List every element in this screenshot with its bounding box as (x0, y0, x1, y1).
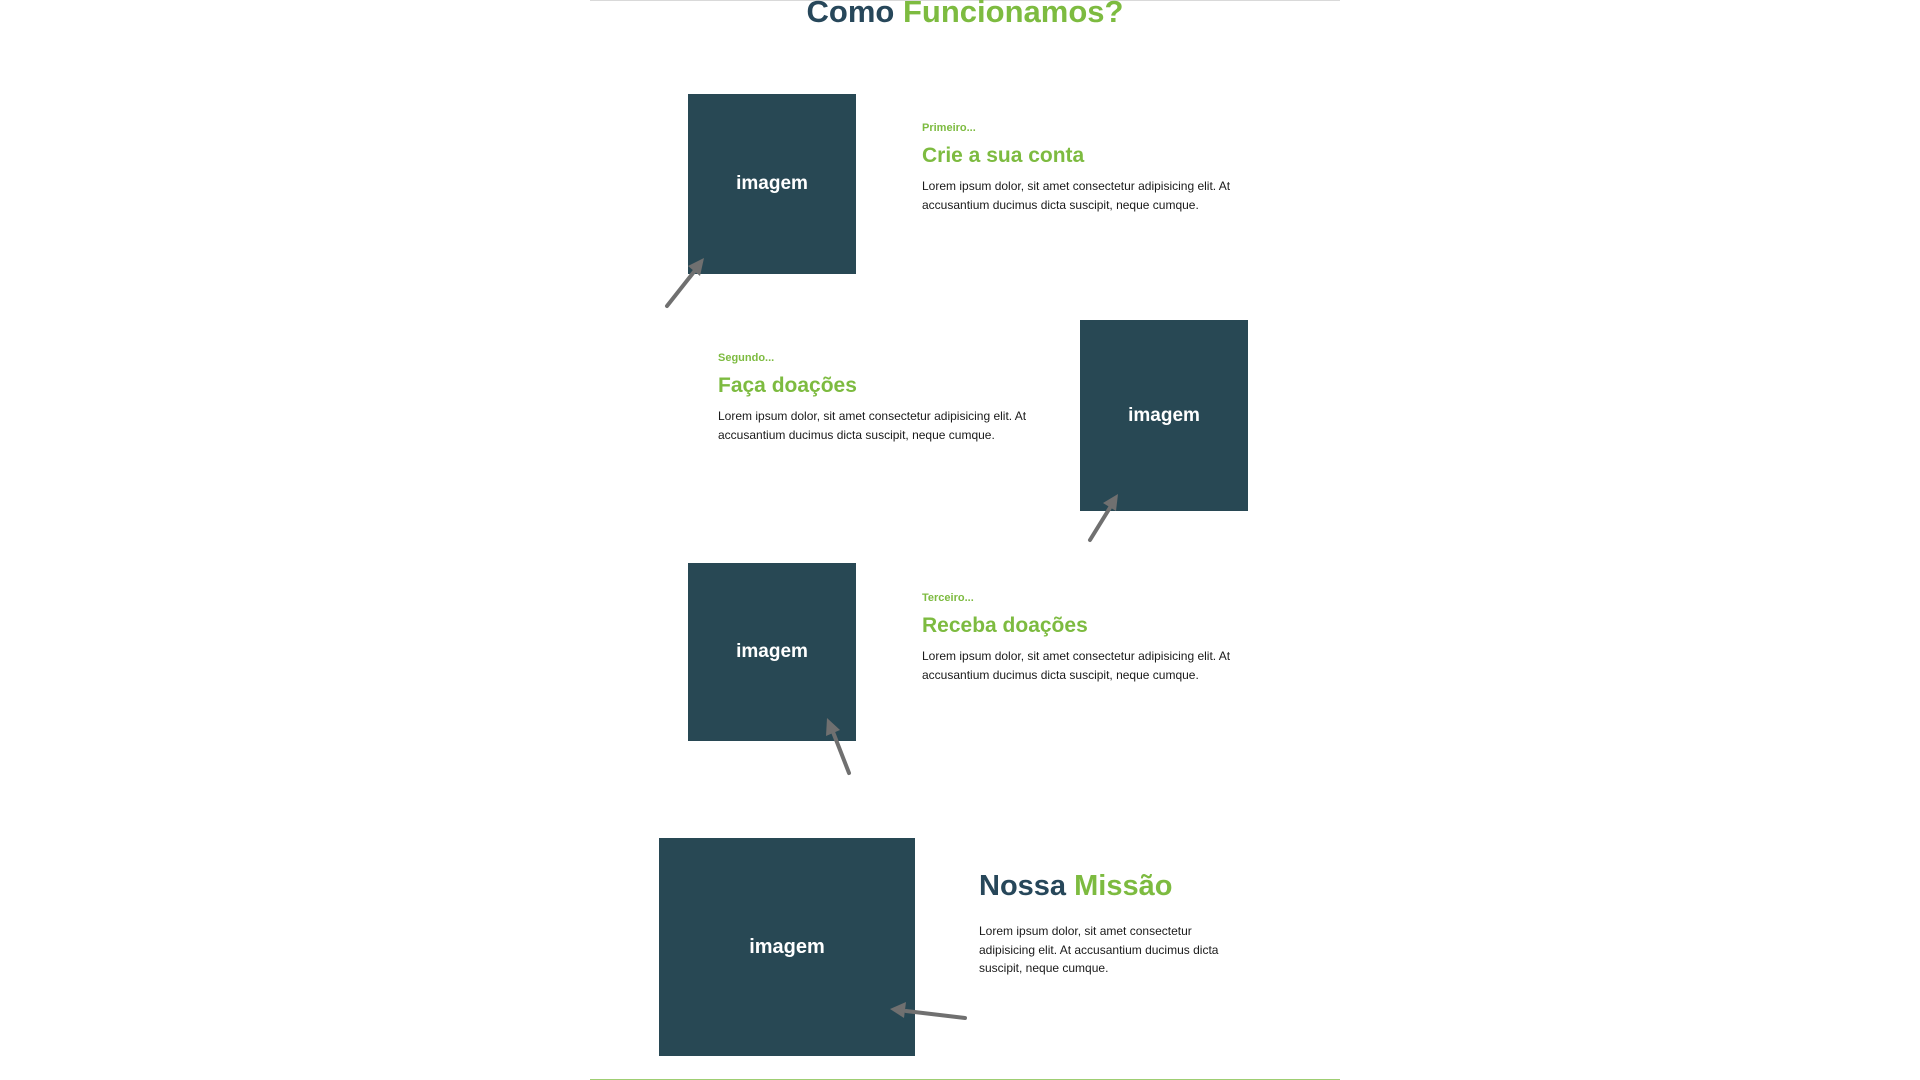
mission-image-label: imagem (749, 935, 825, 958)
step-1: Primeiro... Crie a sua conta Lorem ipsum… (922, 121, 1232, 214)
mission-title-part2: Missão (1074, 870, 1173, 902)
step-1-kicker: Primeiro... (922, 122, 976, 134)
arrow-annotation-icon (826, 718, 851, 775)
step-3-image-label: imagem (736, 641, 808, 662)
step-2-title: Faça doações (718, 374, 857, 397)
step-1-title: Crie a sua conta (922, 144, 1085, 167)
arrow-annotation-icon (665, 258, 704, 308)
step-3-kicker: Terceiro... (922, 592, 974, 604)
step-3-title: Receba doações (922, 614, 1088, 637)
step-1-text: Lorem ipsum dolor, sit amet consectetur … (922, 179, 1231, 212)
arrow-annotation-icon (890, 1002, 967, 1020)
step-1-image: imagem (688, 94, 856, 274)
mission-image: imagem (659, 838, 915, 1056)
step-2-image-label: imagem (1128, 404, 1200, 426)
step-3-text: Lorem ipsum dolor, sit amet consectetur … (922, 649, 1231, 682)
mission-title: Nossa Missão (979, 868, 1249, 904)
arrow-annotation-icon (1088, 494, 1118, 542)
step-1-image-label: imagem (736, 173, 808, 194)
mission-block: Nossa Missão Lorem ipsum dolor, sit amet… (979, 868, 1249, 978)
section-title: Como Funcionamos? (590, 0, 1340, 32)
step-3: Terceiro... Receba doações Lorem ipsum d… (922, 591, 1232, 684)
step-2-kicker: Segundo... (718, 352, 775, 364)
mission-title-part1: Nossa (979, 870, 1067, 902)
section-title-part1: Como (806, 0, 895, 29)
step-2: Segundo... Faça doações Lorem ipsum dolo… (718, 351, 1028, 444)
top-divider (590, 0, 1340, 1)
mission-text: Lorem ipsum dolor, sit amet consectetur … (979, 924, 1219, 975)
step-3-image: imagem (688, 563, 856, 741)
step-2-text: Lorem ipsum dolor, sit amet consectetur … (718, 409, 1027, 442)
step-2-image: imagem (1080, 320, 1248, 511)
section-title-part2: Funcionamos? (903, 0, 1124, 29)
